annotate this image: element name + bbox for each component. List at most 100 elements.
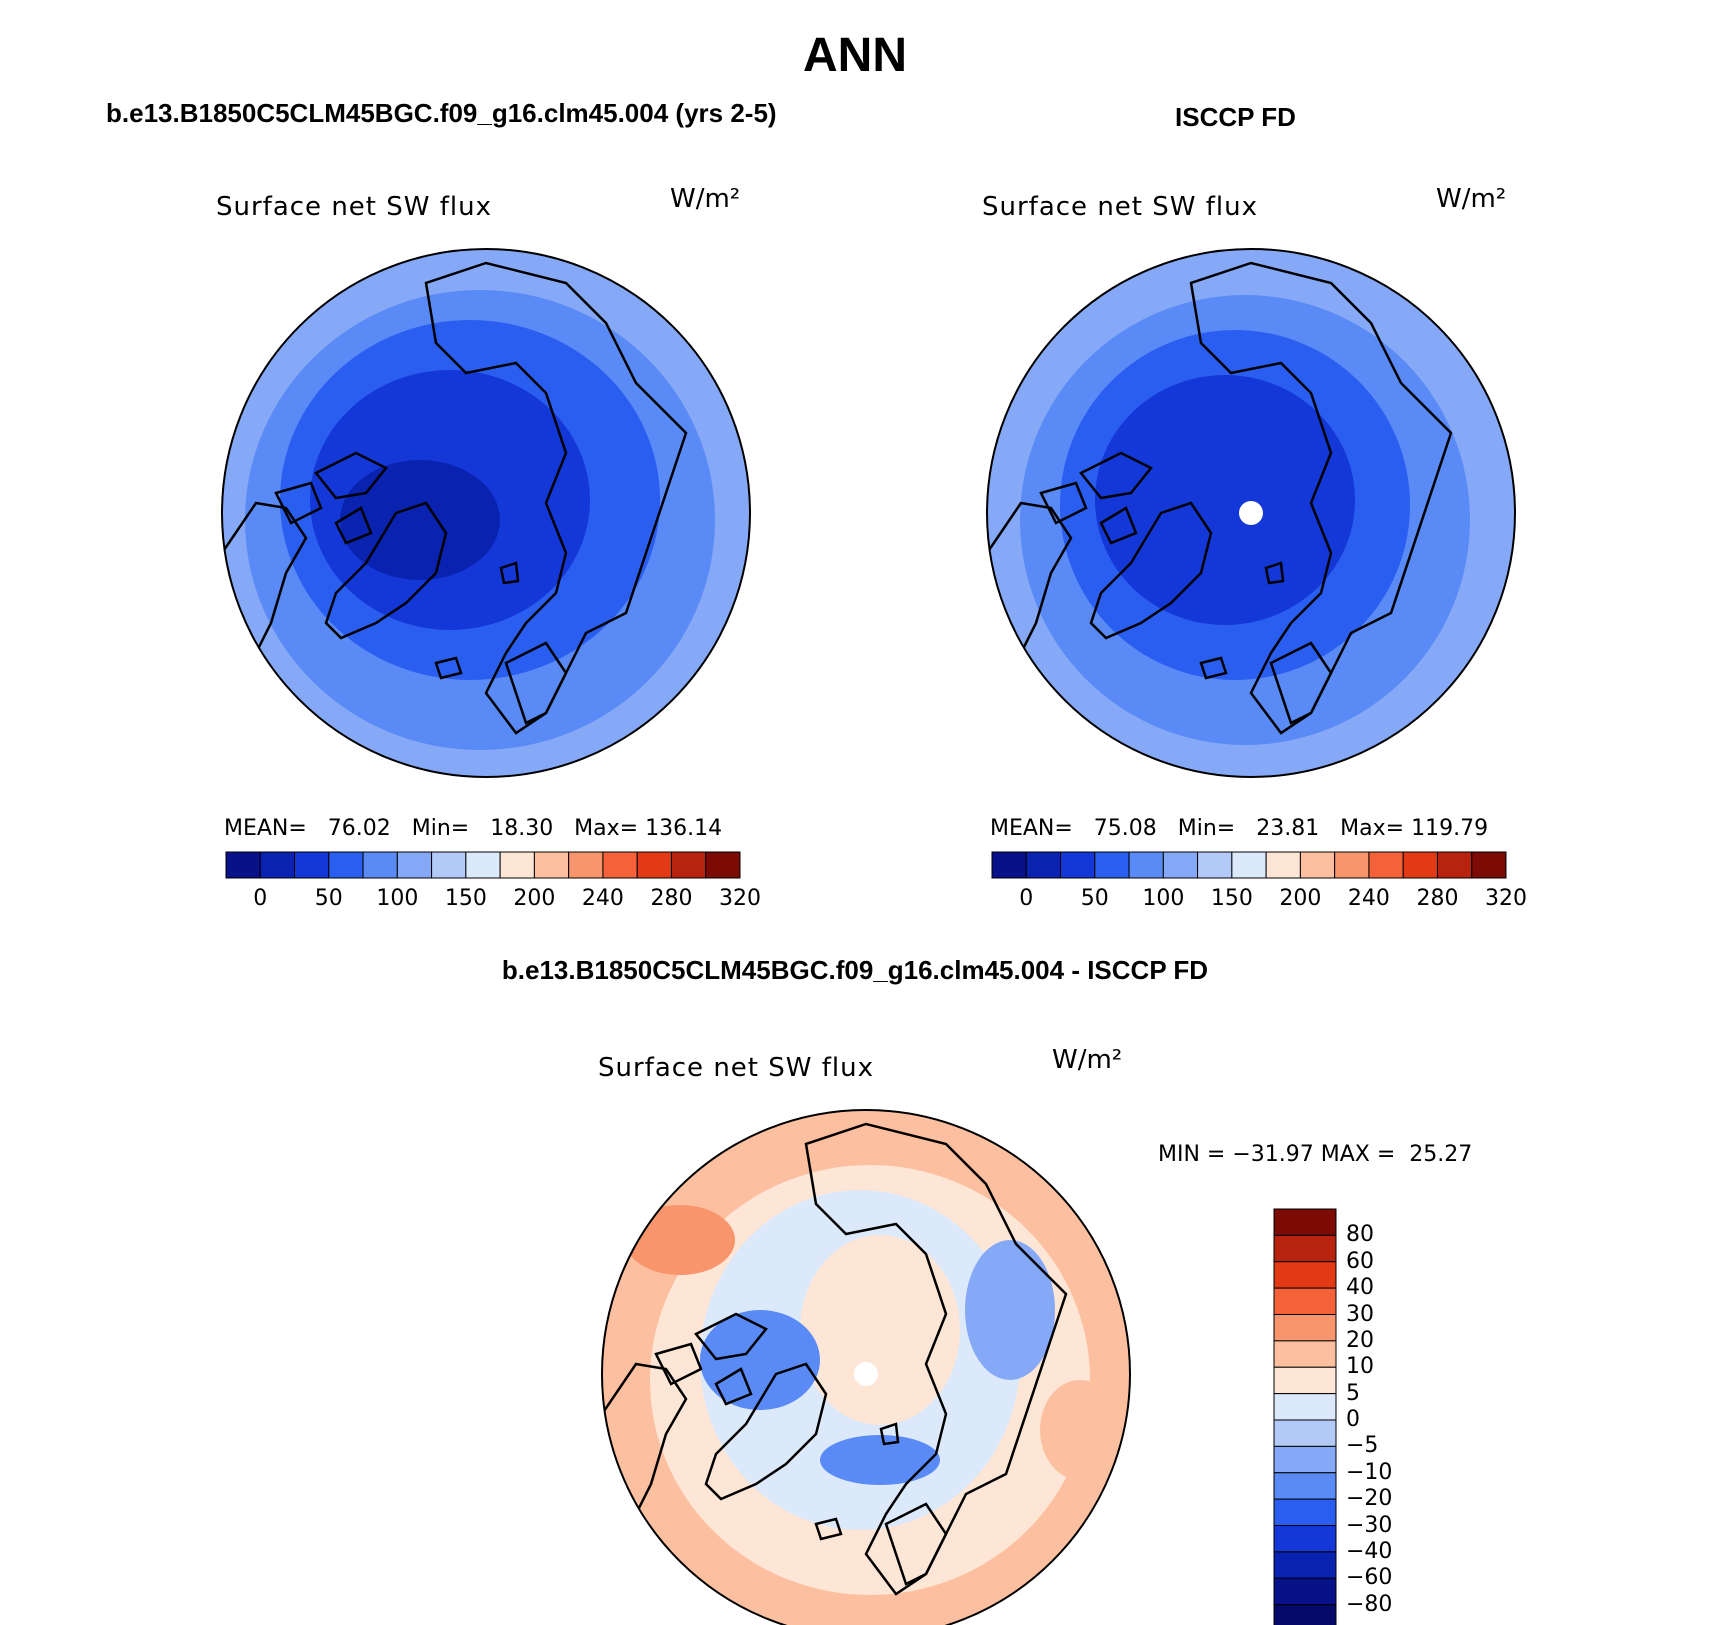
right-panel-title: ISCCP FD [1175, 102, 1296, 132]
colorbar-swatch [1273, 1287, 1337, 1315]
left-units-label: W/m² [670, 184, 741, 214]
difference-colorbar-tick: 30 [1346, 1301, 1374, 1327]
colorbar-swatch [225, 851, 261, 879]
right-colorbar-tick: 280 [1416, 886, 1459, 911]
left-panel-title: b.e13.B1850C5CLM45BGC.f09_g16.clm45.004 … [106, 98, 777, 128]
bottom-units-label: W/m² [1052, 1045, 1123, 1075]
difference-colorbar-tick: 80 [1346, 1222, 1374, 1248]
left-map [222, 249, 750, 777]
figure-title: ANN [803, 29, 907, 82]
right-stats: MEAN= 75.08 Min= 23.81 Max= 119.79 [990, 816, 1489, 841]
colorbar-swatch [1273, 1366, 1337, 1395]
right-colorbar-tick: 240 [1347, 886, 1390, 911]
colorbar-swatch [1273, 1577, 1337, 1606]
difference-colorbar-tick: 60 [1346, 1248, 1374, 1274]
right-colorbar-tick: 150 [1210, 886, 1253, 911]
colorbar-swatch [1273, 1261, 1337, 1289]
colorbar-swatch [431, 851, 467, 879]
right-colorbar-tick: 200 [1279, 886, 1322, 911]
colorbar-swatch [1299, 851, 1336, 879]
right-units-label: W/m² [1436, 184, 1507, 214]
difference-colorbar-tick: −30 [1346, 1512, 1393, 1538]
bottom-stats: MIN = −31.97 MAX = 25.27 [1158, 1142, 1473, 1167]
left-stats: MEAN= 76.02 Min= 18.30 Max= 136.14 [224, 816, 723, 841]
colorbar-swatch [1060, 851, 1096, 879]
left-colorbar-tick: 100 [376, 886, 419, 911]
difference-colorbar-tick: −10 [1346, 1459, 1393, 1485]
colorbar-swatch [294, 851, 330, 879]
colorbar-swatch [1231, 851, 1267, 879]
right-colorbar-tick: 0 [1019, 886, 1034, 911]
difference-colorbar [1273, 1208, 1337, 1625]
left-map-boundary [221, 248, 751, 778]
colorbar-swatch [636, 851, 672, 879]
right-plot-label: Surface net SW flux [982, 192, 1258, 222]
difference-map-boundary [601, 1109, 1131, 1625]
difference-colorbar-tick: 10 [1346, 1354, 1374, 1380]
right-colorbar-tick: 320 [1485, 886, 1527, 911]
colorbar-swatch [1162, 851, 1199, 879]
right-map-boundary [986, 248, 1516, 778]
colorbar-swatch [1128, 851, 1164, 879]
difference-colorbar-tick: −80 [1346, 1591, 1393, 1617]
left-colorbar-tick: 280 [650, 886, 693, 911]
bottom-plot-label: Surface net SW flux [598, 1053, 874, 1083]
bottom-panel-title: b.e13.B1850C5CLM45BGC.f09_g16.clm45.004 … [501, 955, 1209, 985]
difference-colorbar-tick: 20 [1346, 1327, 1374, 1353]
colorbar-swatch [396, 851, 433, 879]
left-colorbar-tick: 240 [581, 886, 624, 911]
difference-colorbar-tick: 40 [1346, 1275, 1374, 1301]
colorbar-swatch [1273, 1445, 1337, 1474]
colorbar-swatch [1265, 851, 1301, 879]
colorbar-swatch [602, 851, 638, 879]
colorbar-swatch [670, 851, 707, 879]
difference-map [602, 1110, 1130, 1625]
colorbar-swatch [362, 851, 398, 879]
right-map [987, 249, 1515, 777]
right-colorbar-tick: 50 [1080, 886, 1109, 911]
colorbar-swatch [328, 851, 364, 879]
difference-colorbar-tick: 5 [1346, 1380, 1360, 1406]
colorbar-swatch [1402, 851, 1438, 879]
difference-colorbar-tick: 0 [1346, 1407, 1360, 1432]
left-colorbar-tick: 320 [719, 886, 761, 911]
colorbar-swatch [1273, 1498, 1337, 1526]
left-colorbar-tick: 200 [513, 886, 556, 911]
right-colorbar [991, 851, 1507, 879]
left-colorbar-tick: 50 [314, 886, 343, 911]
left-plot-label: Surface net SW flux [216, 192, 492, 222]
colorbar-swatch [1334, 851, 1370, 879]
colorbar-swatch [1273, 1393, 1337, 1421]
colorbar-swatch [991, 851, 1027, 879]
difference-colorbar-tick: −5 [1346, 1433, 1379, 1459]
colorbar-swatch [1368, 851, 1404, 879]
difference-colorbar-tick: −20 [1346, 1486, 1393, 1512]
colorbar-swatch [1094, 851, 1130, 879]
colorbar-swatch [568, 851, 604, 879]
colorbar-swatch [1273, 1472, 1337, 1500]
colorbar-swatch [705, 851, 741, 879]
colorbar-swatch [1273, 1340, 1337, 1368]
colorbar-swatch [1273, 1551, 1337, 1579]
colorbar-swatch [1273, 1314, 1337, 1342]
colorbar-swatch [1197, 851, 1233, 879]
colorbar-swatch [259, 851, 296, 879]
left-colorbar-tick: 150 [444, 886, 487, 911]
colorbar-swatch [1436, 851, 1473, 879]
left-colorbar [225, 851, 741, 879]
colorbar-swatch [1273, 1234, 1337, 1263]
colorbar-swatch [499, 851, 535, 879]
right-colorbar-tick: 100 [1142, 886, 1185, 911]
difference-colorbar-tick: −60 [1346, 1565, 1393, 1591]
colorbar-swatch [533, 851, 570, 879]
colorbar-swatch [1273, 1604, 1337, 1625]
colorbar-swatch [1025, 851, 1062, 879]
colorbar-swatch [1273, 1525, 1337, 1553]
colorbar-swatch [1471, 851, 1507, 879]
colorbar-swatch [1273, 1208, 1337, 1236]
colorbar-swatch [1273, 1419, 1337, 1447]
colorbar-swatch [465, 851, 501, 879]
left-colorbar-tick: 0 [253, 886, 268, 911]
difference-colorbar-tick: −40 [1346, 1538, 1393, 1564]
